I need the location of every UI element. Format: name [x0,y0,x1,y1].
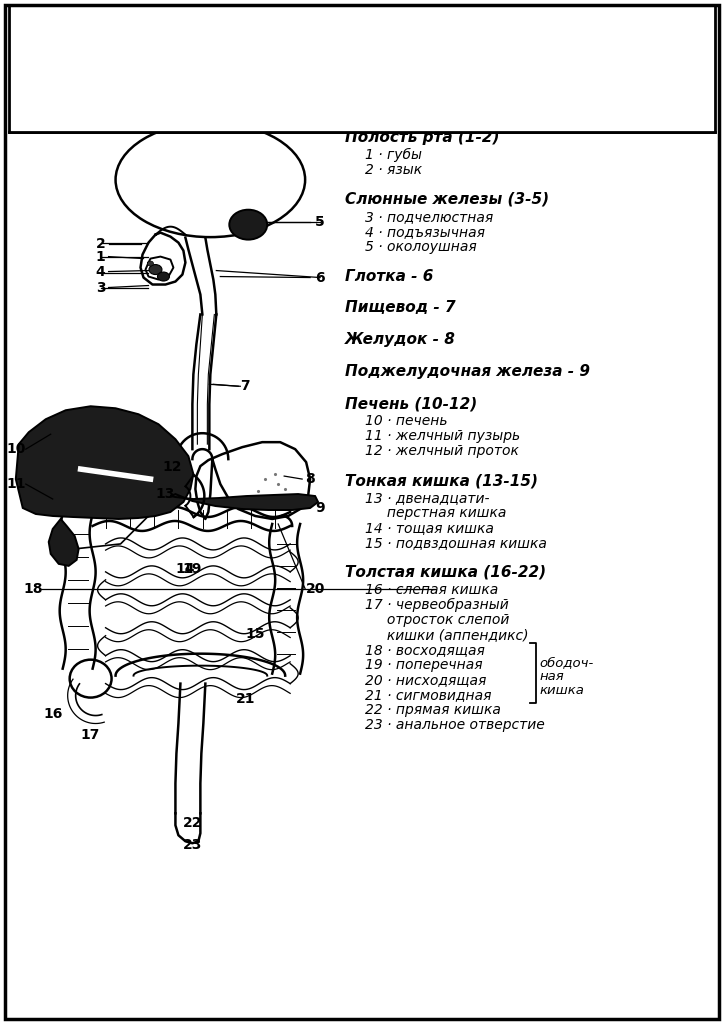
Text: системы человека: системы человека [155,76,569,114]
Text: 10 · печень: 10 · печень [365,415,447,428]
Text: 19: 19 [182,562,202,575]
Text: 4: 4 [96,264,106,279]
Text: Печень (10-12): Печень (10-12) [345,396,477,412]
Text: Пищевод - 7: Пищевод - 7 [345,300,455,315]
Text: 17: 17 [81,728,101,742]
Text: 10: 10 [6,442,25,456]
Text: 1: 1 [96,250,106,263]
Text: 9: 9 [315,501,325,515]
Text: 11: 11 [6,477,25,492]
Text: 15: 15 [245,627,265,641]
Text: ная: ная [539,670,564,683]
Text: 5: 5 [315,215,325,228]
Text: Схема пищеварительной: Схема пищеварительной [80,39,644,77]
Polygon shape [16,407,193,519]
Text: 12 · желчный проток: 12 · желчный проток [365,444,519,458]
Ellipse shape [149,264,162,274]
Text: 20: 20 [306,582,325,596]
Text: кишки (аппендикс): кишки (аппендикс) [365,628,529,642]
Text: 11 · желчный пузырь: 11 · желчный пузырь [365,429,520,443]
Text: 22 · прямая кишка: 22 · прямая кишка [365,702,501,717]
Text: 1 · губы: 1 · губы [365,147,422,162]
Text: Желудок - 8: Желудок - 8 [345,333,456,347]
Text: 14 · тощая кишка: 14 · тощая кишка [365,521,494,535]
FancyBboxPatch shape [9,5,715,132]
Text: 16 · слепая кишка: 16 · слепая кишка [365,583,498,597]
Text: 15 · подвздошная кишка: 15 · подвздошная кишка [365,536,547,550]
Polygon shape [49,519,79,566]
Text: 5 · околоушная: 5 · околоушная [365,240,476,254]
Text: ободоч-: ободоч- [539,656,594,669]
Text: 12: 12 [163,460,182,474]
Text: 2 · язык: 2 · язык [365,163,422,177]
Text: 22: 22 [182,816,202,830]
Text: 21: 21 [235,691,255,706]
Text: отросток слепой: отросток слепой [365,612,510,627]
Text: 3 · подчелюстная: 3 · подчелюстная [365,210,493,223]
Text: 2: 2 [96,237,106,251]
Text: 21 · сигмовидная: 21 · сигмовидная [365,687,492,701]
Text: перстная кишка: перстная кишка [365,506,506,520]
Ellipse shape [148,261,153,266]
Text: 20 · нисходящая: 20 · нисходящая [365,673,487,687]
Text: 7: 7 [240,379,250,393]
Ellipse shape [230,210,267,240]
Text: 6: 6 [315,270,325,285]
Text: 23 · анальное отверстие: 23 · анальное отверстие [365,718,544,731]
Text: Поджелудочная железа - 9: Поджелудочная железа - 9 [345,365,590,379]
Text: 17 · червеобразный: 17 · червеобразный [365,598,509,612]
Text: 18: 18 [23,582,43,596]
Text: 16: 16 [43,707,62,721]
Ellipse shape [157,272,169,281]
Text: Слюнные железы (3-5): Слюнные железы (3-5) [345,191,550,207]
Text: 14: 14 [176,562,195,575]
Text: 23: 23 [182,839,202,852]
Text: 19 · поперечная: 19 · поперечная [365,657,483,672]
Text: 8: 8 [306,472,315,486]
Text: кишка: кишка [539,684,584,697]
Text: Глотка - 6: Глотка - 6 [345,268,434,284]
Text: Полость рта (1-2): Полость рта (1-2) [345,130,500,144]
Text: Толстая кишка (16-22): Толстая кишка (16-22) [345,565,546,580]
Text: 18 · восходящая: 18 · восходящая [365,643,485,656]
Text: 4 · подъязычная: 4 · подъязычная [365,224,485,239]
Text: 13 · двенадцати-: 13 · двенадцати- [365,492,489,505]
Text: 3: 3 [96,281,106,295]
Text: Тонкая кишка (13-15): Тонкая кишка (13-15) [345,473,538,488]
Polygon shape [170,494,318,510]
Text: 13: 13 [156,487,175,501]
